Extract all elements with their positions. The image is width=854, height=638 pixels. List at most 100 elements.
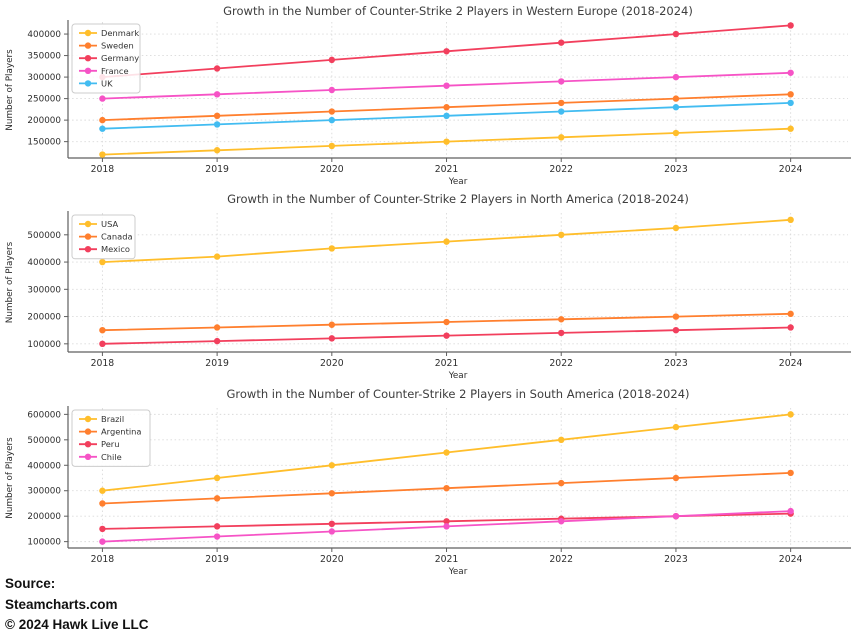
gridlines: [68, 22, 848, 158]
x-tick-label: 2019: [205, 358, 229, 369]
legend-label: Germany: [101, 53, 139, 63]
data-point: [787, 22, 794, 29]
data-point: [443, 523, 450, 530]
data-point: [443, 238, 450, 245]
legend-sample-marker: [84, 233, 92, 240]
data-point: [213, 253, 221, 260]
data-point: [558, 99, 565, 107]
data-point: [328, 490, 336, 497]
x-tick-label: 2020: [320, 358, 344, 369]
legend-label: Denmark: [101, 28, 139, 38]
x-tick-label: 2019: [205, 164, 229, 175]
x-tick-label: 2018: [91, 554, 115, 565]
legend-sample-marker: [84, 246, 92, 253]
data-point: [213, 147, 221, 154]
series-markers-usa: [99, 216, 794, 266]
legend-box: [71, 409, 151, 467]
data-point: [558, 479, 565, 487]
data-point: [672, 313, 680, 320]
series-markers-brazil: [99, 411, 794, 494]
data-point: [672, 326, 680, 334]
x-tick-label: 2021: [435, 554, 459, 565]
legend-label: Peru: [101, 439, 119, 449]
chart-title: Growth in the Number of Counter-Strike 2…: [227, 387, 690, 401]
y-tick-label: 600000: [27, 410, 61, 420]
data-point: [443, 449, 450, 456]
data-point: [787, 324, 794, 331]
legend-sample-marker: [84, 55, 92, 62]
footer: Source: Steamcharts.com © 2024 Hawk Live…: [5, 574, 149, 636]
legend-label: USA: [101, 219, 118, 229]
data-point: [99, 326, 106, 334]
y-tick-label: 300000: [27, 487, 61, 497]
gridlines: [68, 213, 848, 352]
data-point: [443, 104, 450, 111]
data-point: [558, 231, 565, 239]
data-point: [213, 337, 221, 345]
legend-sample-marker: [84, 220, 92, 228]
y-tick-label: 500000: [27, 231, 61, 241]
series-markers-argentina: [99, 469, 794, 507]
legend-label: Mexico: [101, 244, 130, 254]
data-point: [672, 512, 680, 520]
x-tick-label: 2021: [435, 164, 459, 175]
series-markers-canada: [99, 310, 794, 334]
data-point: [328, 108, 336, 115]
y-tick-label: 200000: [27, 512, 61, 522]
data-point: [558, 108, 565, 115]
data-point: [99, 538, 106, 545]
x-axis-label: Year: [448, 371, 468, 381]
data-point: [328, 245, 336, 252]
data-point: [672, 95, 680, 102]
y-tick-label: 400000: [27, 258, 61, 268]
legend-label: Canada: [101, 232, 133, 242]
x-tick-label: 2024: [779, 358, 803, 369]
legend-label: UK: [101, 78, 113, 88]
x-tick-label: 2024: [779, 164, 803, 175]
data-point: [213, 91, 221, 98]
data-point: [787, 469, 794, 477]
legend-sample-marker: [84, 67, 92, 75]
legend: USA Canada Mexico: [71, 214, 136, 260]
data-point: [328, 528, 336, 535]
legend-sample-marker: [84, 42, 92, 49]
data-point: [558, 134, 565, 141]
data-point: [328, 462, 336, 469]
data-point: [558, 39, 565, 46]
data-point: [213, 474, 221, 482]
copyright-text: © 2024 Hawk Live LLC: [5, 617, 149, 632]
series-markers-chile: [99, 507, 794, 545]
data-point: [787, 91, 794, 98]
chart-title: Growth in the Number of Counter-Strike 2…: [223, 4, 693, 18]
legend-sample-marker: [84, 441, 92, 448]
x-tick-label: 2020: [320, 164, 344, 175]
y-tick-label: 250000: [27, 95, 61, 105]
legend-sample-marker: [84, 415, 92, 423]
y-tick-label: 300000: [27, 73, 61, 83]
legend-label: France: [101, 66, 129, 76]
y-tick-label: 400000: [27, 30, 61, 40]
x-tick-label: 2023: [664, 554, 688, 565]
data-point: [672, 224, 680, 232]
chart-title: Growth in the Number of Counter-Strike 2…: [227, 192, 689, 206]
y-tick-label: 200000: [27, 313, 61, 323]
x-tick-label: 2019: [205, 554, 229, 565]
data-point: [672, 474, 680, 482]
data-point: [99, 125, 106, 132]
y-tick-label: 400000: [27, 461, 61, 471]
data-point: [443, 518, 450, 525]
data-point: [443, 484, 450, 492]
data-point: [99, 500, 106, 507]
data-point: [558, 329, 565, 337]
data-point: [787, 125, 794, 132]
series-markers-sweden: [99, 91, 794, 124]
legend-box: [71, 23, 141, 94]
data-point: [672, 30, 680, 38]
data-point: [787, 69, 794, 76]
data-point: [328, 335, 336, 342]
data-point: [558, 78, 565, 85]
data-point: [213, 324, 221, 331]
data-point: [213, 65, 221, 72]
data-point: [213, 523, 221, 530]
data-point: [99, 525, 106, 533]
